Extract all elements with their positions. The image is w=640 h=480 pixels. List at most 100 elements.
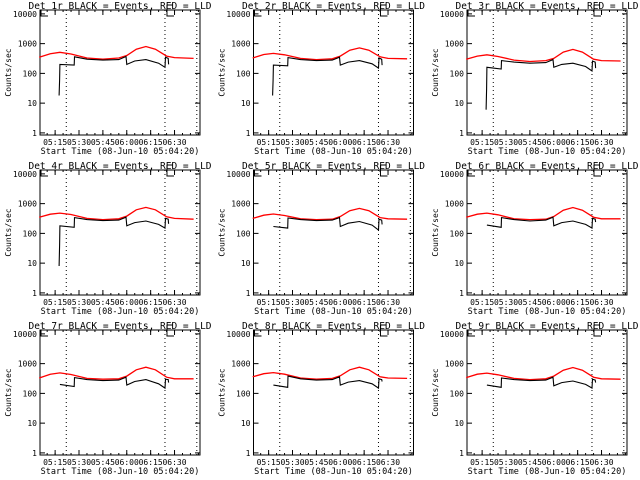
x-tick-label: 05:45 xyxy=(91,298,115,307)
x-tick-label: 05:15 xyxy=(43,138,67,147)
plot-frame xyxy=(253,169,414,296)
x-tick-label: 06:30 xyxy=(162,138,186,147)
x-tick-label: 05:15 xyxy=(43,458,67,467)
panel-title: Det 7r BLACK = Events, RED = LLD xyxy=(28,321,211,332)
plot-frame xyxy=(39,169,201,296)
interval-marker xyxy=(593,324,601,337)
interval-marker xyxy=(593,164,601,177)
x-tick-label: 06:15 xyxy=(566,138,590,147)
y-tick-label: 1000 xyxy=(445,200,464,209)
detector-panel: Det 2r BLACK = Events, RED = LLD 1 10 100 10… xyxy=(218,1,426,157)
lld-series-line xyxy=(252,47,408,61)
x-tick-label: 05:30 xyxy=(280,458,304,467)
interval-marker xyxy=(254,330,262,337)
y-tick-label: 1000 xyxy=(445,40,464,49)
plot-frame xyxy=(466,9,628,136)
y-tick-label: 100 xyxy=(236,389,251,398)
y-tick-label: 1000 xyxy=(231,40,250,49)
y-tick-label: 10 xyxy=(241,419,251,428)
events-series-line xyxy=(59,376,170,390)
events-series-line xyxy=(485,58,597,110)
panel-title: Det 6r BLACK = Events, RED = LLD xyxy=(455,161,638,172)
x-axis-label: Start Time (08-Jun-10 05:04:20) xyxy=(254,467,413,477)
y-tick-label: 100 xyxy=(23,229,38,238)
x-tick-label: 06:00 xyxy=(542,138,566,147)
interval-marker xyxy=(467,170,475,177)
interval-marker xyxy=(379,164,388,177)
lld-series-line xyxy=(38,366,194,380)
x-tick-label: 05:15 xyxy=(257,298,281,307)
y-tick-label: 10000 xyxy=(226,10,250,19)
plot-frame xyxy=(466,329,628,456)
x-tick-label: 06:00 xyxy=(328,458,352,467)
x-tick-label: 05:30 xyxy=(494,458,518,467)
x-tick-label: 05:15 xyxy=(43,298,67,307)
x-axis-label: Start Time (08-Jun-10 05:04:20) xyxy=(468,147,627,157)
x-tick-label: 05:15 xyxy=(470,138,494,147)
events-series-line xyxy=(273,216,383,232)
x-tick-label: 06:15 xyxy=(566,458,590,467)
x-tick-label: 05:15 xyxy=(470,298,494,307)
x-tick-label: 06:15 xyxy=(566,298,590,307)
x-axis-label: Start Time (08-Jun-10 05:04:20) xyxy=(41,307,200,317)
events-series-line xyxy=(486,376,597,390)
x-tick-label: 06:30 xyxy=(589,458,613,467)
x-tick-label: 06:15 xyxy=(139,458,163,467)
x-tick-label: 06:15 xyxy=(352,458,376,467)
lld-series-line xyxy=(252,207,408,221)
x-tick-label: 06:30 xyxy=(162,458,186,467)
x-tick-label: 06:00 xyxy=(115,458,139,467)
panel-title: Det 1r BLACK = Events, RED = LLD xyxy=(28,1,211,12)
y-axis-label: Counts/sec xyxy=(218,368,227,416)
plot-frame xyxy=(39,329,201,456)
x-axis-label: Start Time (08-Jun-10 05:04:20) xyxy=(254,307,413,317)
y-tick-label: 100 xyxy=(450,389,465,398)
y-tick-label: 100 xyxy=(23,389,38,398)
y-axis-label: Counts/sec xyxy=(431,208,440,256)
detector-panel: Det 7r BLACK = Events, RED = LLD 1 10 100 10… xyxy=(4,321,212,477)
y-tick-label: 1 xyxy=(459,129,464,138)
x-tick-label: 05:30 xyxy=(67,138,91,147)
x-tick-label: 06:30 xyxy=(376,298,400,307)
x-tick-label: 05:45 xyxy=(304,458,328,467)
y-tick-label: 10000 xyxy=(440,10,464,19)
events-series-line xyxy=(272,56,383,96)
y-tick-label: 100 xyxy=(450,229,465,238)
detector-panel: Det 6r BLACK = Events, RED = LLD 1 10 100 10… xyxy=(431,161,639,317)
interval-marker xyxy=(166,164,174,177)
detector-panel: Det 3r BLACK = Events, RED = LLD 1 10 100 10… xyxy=(431,1,639,157)
detector-panel: Det 9r BLACK = Events, RED = LLD 1 10 100 10… xyxy=(431,321,639,477)
y-tick-label: 1000 xyxy=(231,200,250,209)
plot-frame xyxy=(466,169,628,296)
y-tick-label: 10000 xyxy=(440,330,464,339)
y-tick-label: 1 xyxy=(459,289,464,298)
y-tick-label: 10 xyxy=(454,259,464,268)
y-tick-label: 10 xyxy=(454,419,464,428)
y-tick-label: 1000 xyxy=(18,200,37,209)
y-axis-label: Counts/sec xyxy=(218,48,227,96)
interval-marker xyxy=(379,324,388,337)
x-tick-label: 06:30 xyxy=(589,298,613,307)
y-axis-label: Counts/sec xyxy=(4,208,13,256)
x-tick-label: 05:15 xyxy=(257,138,281,147)
x-tick-label: 06:30 xyxy=(162,298,186,307)
interval-marker xyxy=(467,10,475,17)
lld-series-line xyxy=(466,366,621,381)
lld-series-line xyxy=(466,48,621,63)
y-tick-label: 10 xyxy=(241,99,251,108)
x-tick-label: 05:15 xyxy=(470,458,494,467)
y-tick-label: 10000 xyxy=(226,170,250,179)
y-tick-label: 10000 xyxy=(13,330,37,339)
y-tick-label: 100 xyxy=(236,69,251,78)
y-tick-label: 10 xyxy=(454,99,464,108)
x-tick-label: 05:30 xyxy=(494,298,518,307)
x-tick-label: 05:30 xyxy=(67,298,91,307)
y-tick-label: 1000 xyxy=(18,40,37,49)
plot-frame xyxy=(253,329,414,456)
y-tick-label: 10000 xyxy=(13,10,37,19)
x-axis-label: Start Time (08-Jun-10 05:04:20) xyxy=(254,147,413,157)
x-tick-label: 05:45 xyxy=(518,458,542,467)
y-tick-label: 10 xyxy=(27,99,37,108)
interval-marker xyxy=(254,10,262,17)
